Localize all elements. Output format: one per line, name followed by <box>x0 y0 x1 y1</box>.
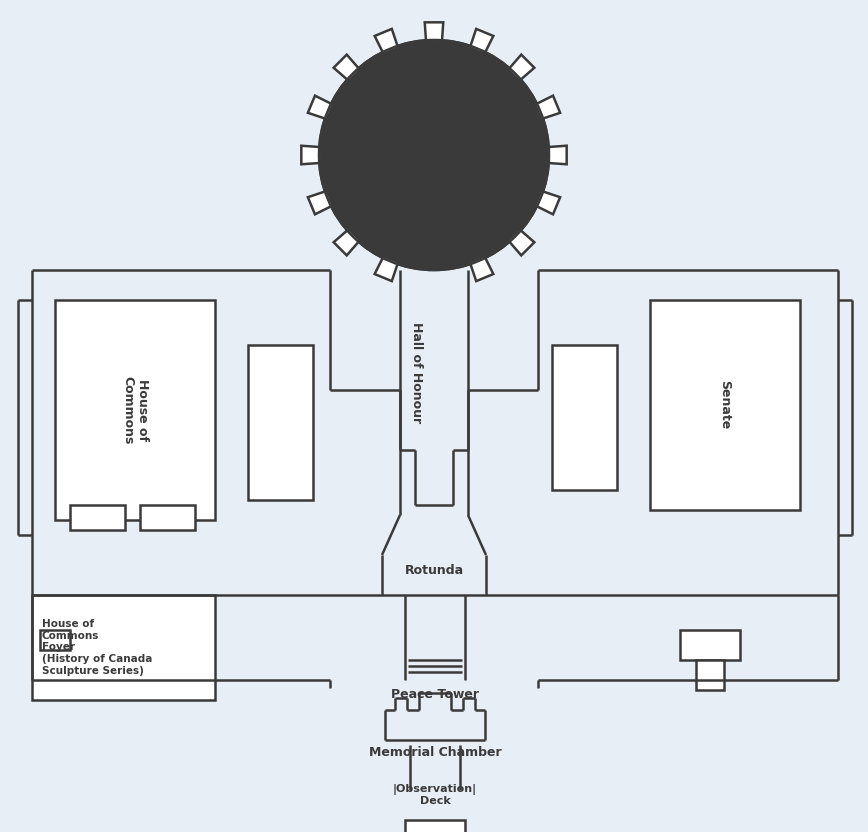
Bar <box>405 820 465 832</box>
Polygon shape <box>508 55 535 81</box>
Polygon shape <box>470 29 493 54</box>
Polygon shape <box>333 229 360 255</box>
Polygon shape <box>308 96 332 119</box>
Polygon shape <box>547 146 567 164</box>
Text: Queen Victoria’s
Statue: Queen Victoria’s Statue <box>376 129 492 157</box>
Bar <box>680 630 740 660</box>
Bar <box>650 300 800 510</box>
Bar <box>696 660 724 690</box>
Bar <box>422 101 446 125</box>
Text: Peace Tower: Peace Tower <box>391 689 479 701</box>
Text: Hall of Honour: Hall of Honour <box>410 322 423 423</box>
Bar <box>552 345 617 490</box>
Polygon shape <box>308 191 332 215</box>
Bar <box>32 595 215 700</box>
Polygon shape <box>333 55 360 81</box>
Bar <box>140 505 195 530</box>
Circle shape <box>319 40 549 270</box>
Bar <box>40 630 70 650</box>
Polygon shape <box>536 96 560 119</box>
Text: |Observation|
Deck: |Observation| Deck <box>393 784 477 806</box>
Polygon shape <box>470 256 493 281</box>
Polygon shape <box>508 229 535 255</box>
Text: Memorial Chamber: Memorial Chamber <box>369 745 502 759</box>
Polygon shape <box>424 22 444 42</box>
Polygon shape <box>375 256 398 281</box>
Polygon shape <box>536 191 560 215</box>
Text: Library of
Parliament: Library of Parliament <box>391 175 477 206</box>
Text: House of
Commons: House of Commons <box>121 376 149 444</box>
Text: House of
Commons
Foyer
(History of Canada
Sculpture Series): House of Commons Foyer (History of Canad… <box>42 619 153 676</box>
Polygon shape <box>301 146 321 164</box>
Bar <box>55 300 215 520</box>
Polygon shape <box>375 29 398 54</box>
Text: Senate: Senate <box>719 380 732 429</box>
Bar <box>248 345 313 500</box>
Bar <box>70 505 125 530</box>
Text: Rotunda: Rotunda <box>404 563 464 577</box>
